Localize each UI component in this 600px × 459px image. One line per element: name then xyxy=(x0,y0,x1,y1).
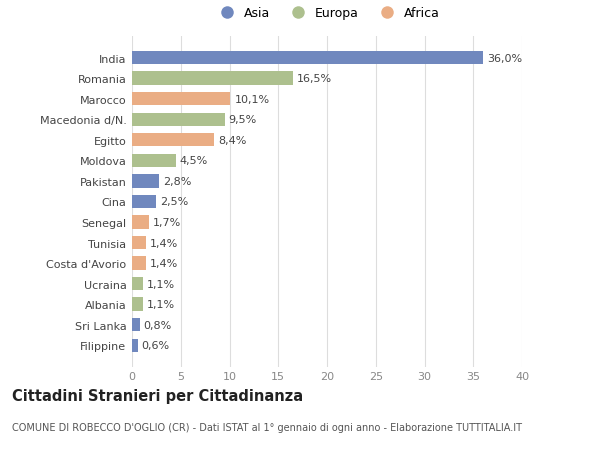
Legend: Asia, Europa, Africa: Asia, Europa, Africa xyxy=(210,3,444,24)
Text: 36,0%: 36,0% xyxy=(487,53,522,63)
Text: Cittadini Stranieri per Cittadinanza: Cittadini Stranieri per Cittadinanza xyxy=(12,388,303,403)
Text: 1,7%: 1,7% xyxy=(152,218,181,228)
Bar xyxy=(132,257,146,270)
Bar xyxy=(132,175,160,188)
Text: 9,5%: 9,5% xyxy=(229,115,257,125)
Bar xyxy=(132,236,146,250)
Text: 2,5%: 2,5% xyxy=(160,197,188,207)
Bar xyxy=(132,154,176,168)
Text: 1,4%: 1,4% xyxy=(149,238,178,248)
Text: 8,4%: 8,4% xyxy=(218,135,246,146)
Text: 0,8%: 0,8% xyxy=(144,320,172,330)
Text: COMUNE DI ROBECCO D'OGLIO (CR) - Dati ISTAT al 1° gennaio di ogni anno - Elabora: COMUNE DI ROBECCO D'OGLIO (CR) - Dati IS… xyxy=(12,422,522,432)
Text: 4,5%: 4,5% xyxy=(180,156,208,166)
Bar xyxy=(132,319,140,332)
Text: 16,5%: 16,5% xyxy=(297,74,332,84)
Bar xyxy=(132,339,138,352)
Text: 1,1%: 1,1% xyxy=(146,300,175,309)
Text: 1,1%: 1,1% xyxy=(146,279,175,289)
Bar xyxy=(132,277,143,291)
Bar xyxy=(132,216,149,229)
Bar xyxy=(132,72,293,85)
Text: 1,4%: 1,4% xyxy=(149,258,178,269)
Text: 10,1%: 10,1% xyxy=(235,95,269,104)
Bar xyxy=(132,52,483,65)
Bar xyxy=(132,93,230,106)
Bar xyxy=(132,195,157,209)
Bar xyxy=(132,113,224,127)
Text: 2,8%: 2,8% xyxy=(163,176,191,186)
Bar xyxy=(132,298,143,311)
Bar xyxy=(132,134,214,147)
Text: 0,6%: 0,6% xyxy=(142,341,170,351)
